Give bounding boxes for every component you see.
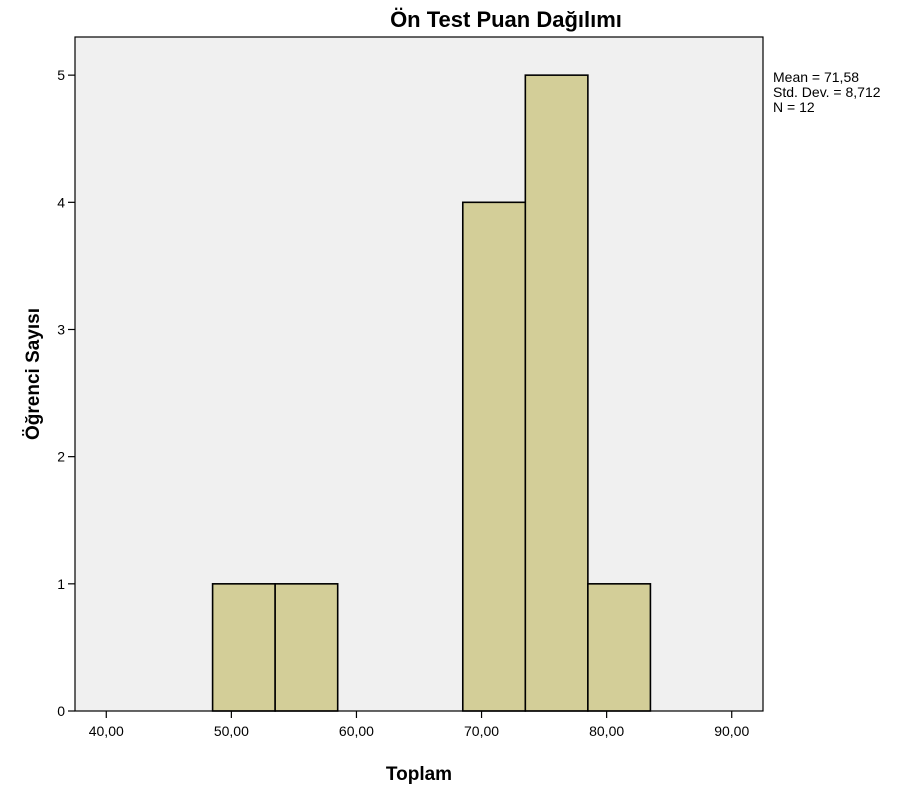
- x-tick-label: 80,00: [589, 723, 624, 739]
- chart-title: Ön Test Puan Dağılımı: [390, 7, 622, 32]
- x-tick-label: 70,00: [464, 723, 499, 739]
- histogram-bar: [211, 583, 276, 712]
- plot-frame: [74, 36, 764, 712]
- x-tick-label: 50,00: [214, 723, 249, 739]
- histogram-bar: [524, 74, 589, 712]
- histogram-bar: [274, 583, 339, 712]
- x-tick-label: 40,00: [89, 723, 124, 739]
- axes-group: 0 1 2 3 4 5 40,00 50,00 60,00 70,00 80,00 90,00: [57, 36, 764, 739]
- plot-background: [75, 37, 763, 711]
- statistic-label: N = 12: [773, 99, 815, 115]
- x-tick-label: 60,00: [339, 723, 374, 739]
- y-tick-label: 3: [57, 321, 65, 337]
- y-tick-label: 2: [57, 449, 65, 465]
- histogram-bar: [587, 583, 652, 712]
- y-tick-label: 0: [57, 703, 65, 719]
- y-tick-label: 1: [57, 576, 65, 592]
- statistic-label: Std. Dev. = 8,712: [773, 84, 881, 100]
- bars-group: [211, 74, 652, 712]
- y-axis-title: Öğrenci Sayısı: [23, 308, 44, 440]
- y-tick-label: 4: [57, 194, 65, 210]
- statistic-label: Mean = 71,58: [773, 69, 859, 85]
- x-axis-title: Toplam: [386, 764, 452, 785]
- histogram-bar: [461, 201, 527, 712]
- y-tick-label: 5: [57, 67, 65, 83]
- x-tick-label: 90,00: [714, 723, 749, 739]
